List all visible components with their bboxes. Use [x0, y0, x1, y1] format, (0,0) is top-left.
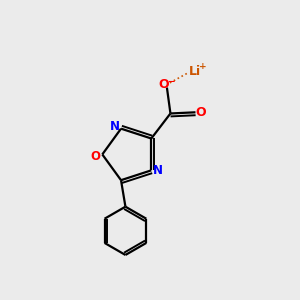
Text: N: N	[110, 120, 119, 134]
Text: O: O	[196, 106, 206, 119]
Text: N: N	[153, 164, 163, 177]
Text: O: O	[91, 150, 101, 163]
Text: O: O	[158, 77, 169, 91]
Text: −: −	[167, 76, 174, 85]
Text: Li: Li	[189, 65, 201, 78]
Text: +: +	[199, 62, 206, 71]
